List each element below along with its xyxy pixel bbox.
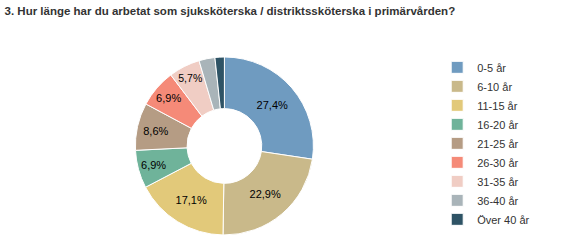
svg-text:36-40 år: 36-40 år (477, 195, 518, 207)
svg-text:27,4%: 27,4% (257, 99, 288, 111)
svg-text:26-30 år: 26-30 år (477, 157, 518, 169)
svg-text:16-20 år: 16-20 år (477, 119, 518, 131)
svg-text:17,1%: 17,1% (176, 194, 207, 206)
svg-text:6,9%: 6,9% (156, 92, 181, 104)
svg-text:22,9%: 22,9% (250, 188, 281, 200)
svg-text:Över 40 år: Över 40 år (477, 214, 529, 226)
svg-text:31-35 år: 31-35 år (477, 176, 518, 188)
svg-text:5,7%: 5,7% (178, 72, 202, 84)
svg-text:6,9%: 6,9% (141, 159, 166, 171)
svg-text:3. Hur länge har du arbetat so: 3. Hur länge har du arbetat som sjuksköt… (5, 5, 456, 17)
svg-text:0-5 år: 0-5 år (477, 62, 506, 74)
svg-text:21-25 år: 21-25 år (477, 138, 518, 150)
svg-text:8,6%: 8,6% (143, 125, 168, 137)
svg-text:11-15 år: 11-15 år (477, 100, 517, 112)
svg-text:6-10 år: 6-10 år (477, 81, 512, 93)
